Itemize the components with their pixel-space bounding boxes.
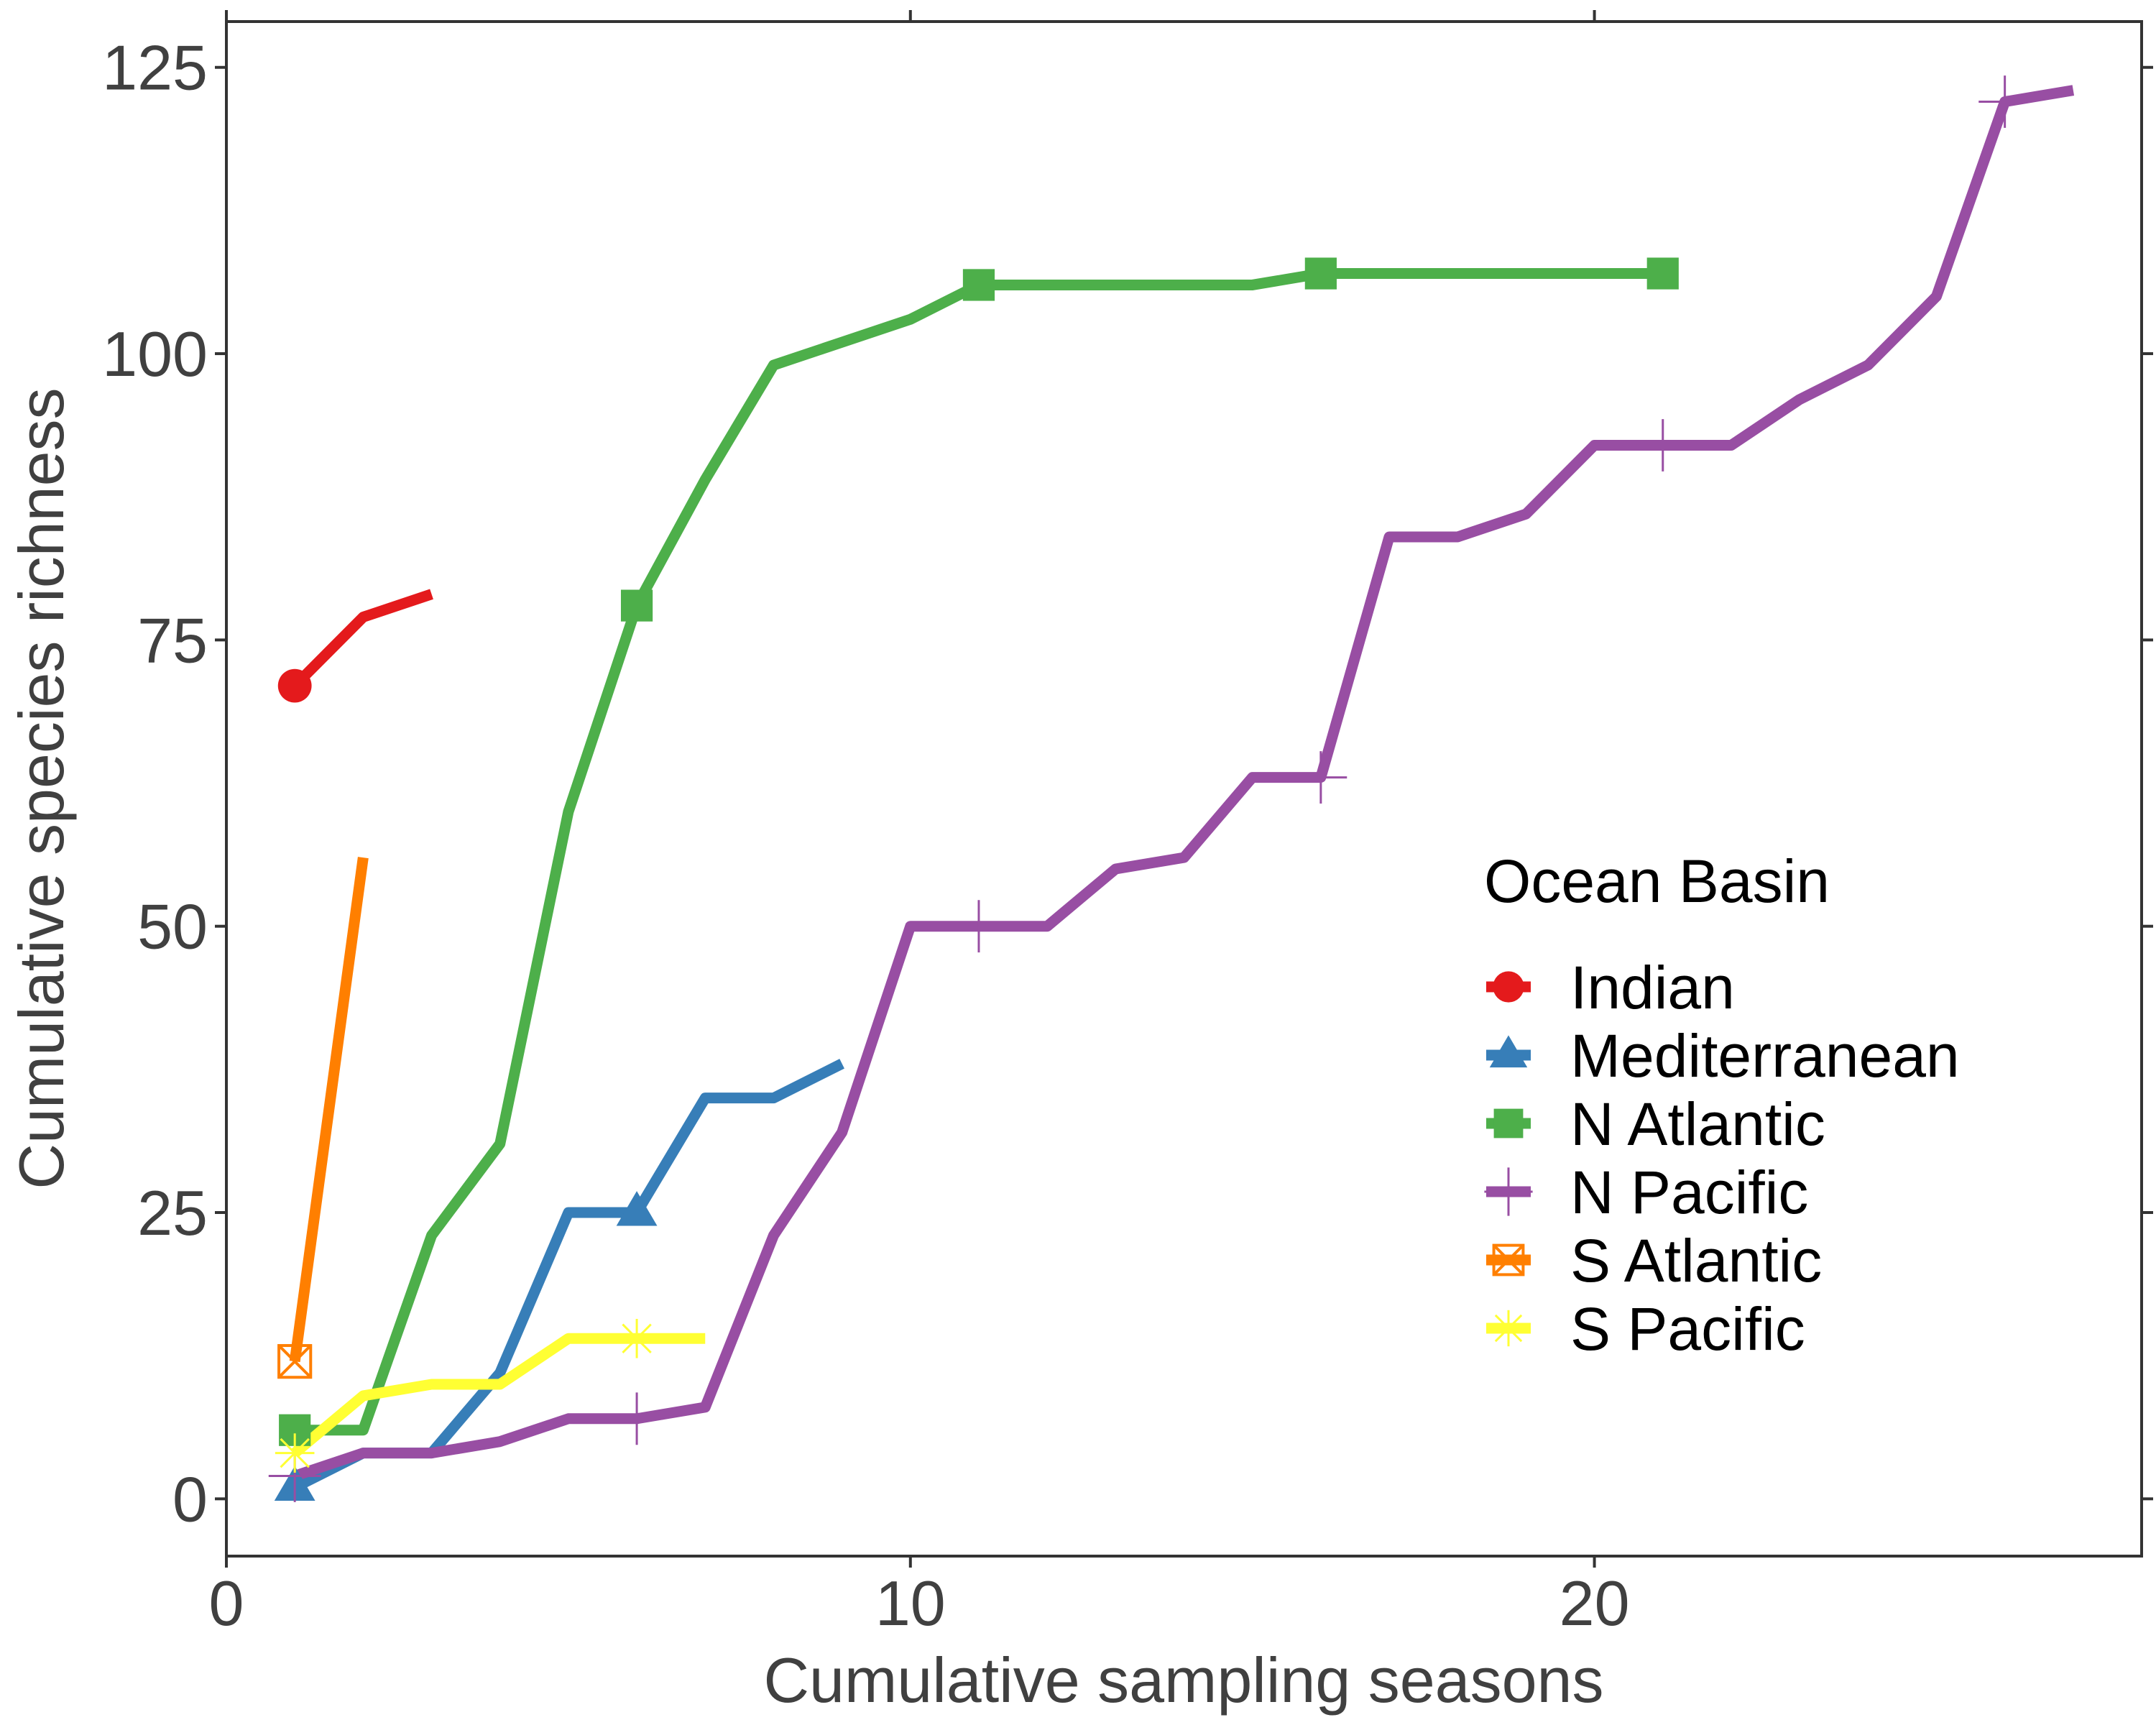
legend-label: Indian: [1570, 954, 1735, 1021]
y-axis-title: Cumulative species richness: [6, 387, 77, 1189]
legend-key: [1486, 1108, 1531, 1138]
point-marker-n-atlantic: [1304, 257, 1337, 290]
point-marker-n-pacific: [1294, 751, 1348, 804]
y-tick-label: 125: [102, 32, 208, 104]
point-marker-mediterranean: [616, 1191, 658, 1226]
legend-label: N Pacific: [1570, 1159, 1808, 1226]
legend-marker: [1493, 1108, 1524, 1138]
legend-marker: [1484, 1167, 1533, 1216]
legend-key: [1484, 1167, 1533, 1216]
x-tick-label: 0: [209, 1568, 244, 1639]
legend-label: S Pacific: [1570, 1295, 1805, 1363]
panel-border: [225, 20, 2143, 1558]
x-tick-label: 10: [875, 1568, 946, 1639]
point-marker-s-atlantic: [277, 1344, 313, 1379]
y-tick-label: 25: [137, 1177, 208, 1248]
legend-label: S Atlantic: [1570, 1227, 1822, 1294]
y-tick-label: 50: [137, 891, 208, 962]
point-marker-n-pacific: [952, 900, 1005, 953]
legend-key: [1486, 1035, 1531, 1068]
axis-ticks: 0 10 20 0 25 50 75 100 125: [102, 10, 2153, 1639]
point-marker-n-pacific: [1636, 419, 1690, 472]
point-marker-indian: [277, 668, 312, 703]
point-marker-n-atlantic: [620, 589, 653, 622]
x-axis-title: Cumulative sampling seasons: [763, 1644, 1603, 1716]
legend-label: Mediterranean: [1570, 1022, 1960, 1090]
legend-title: Ocean Basin: [1484, 847, 1830, 915]
point-marker-n-pacific: [610, 1392, 663, 1445]
x-tick-label: 20: [1560, 1568, 1630, 1639]
legend-marker: [1489, 1035, 1528, 1068]
point-marker-n-atlantic: [1646, 257, 1679, 290]
series-line-n-pacific: [292, 85, 2075, 1481]
plot-series: [268, 75, 2075, 1502]
point-marker-n-atlantic: [962, 269, 995, 301]
point-marker-s-pacific: [275, 1433, 315, 1473]
legend-key: [1486, 971, 1531, 1003]
series-line-s-atlantic: [289, 857, 369, 1363]
legend-key: [1486, 1310, 1531, 1347]
legend-marker: [1493, 971, 1524, 1003]
y-tick-label: 100: [102, 318, 208, 390]
y-tick-label: 0: [172, 1463, 208, 1535]
point-marker-n-pacific: [1978, 75, 2032, 128]
series-line-indian: [290, 589, 433, 690]
legend-marker: [1490, 1310, 1527, 1347]
legend-marker: [1492, 1243, 1525, 1276]
legend-key: [1486, 1243, 1531, 1276]
y-tick-label: 75: [137, 604, 208, 676]
legend-label: N Atlantic: [1570, 1090, 1825, 1158]
point-marker-s-pacific: [617, 1318, 657, 1358]
